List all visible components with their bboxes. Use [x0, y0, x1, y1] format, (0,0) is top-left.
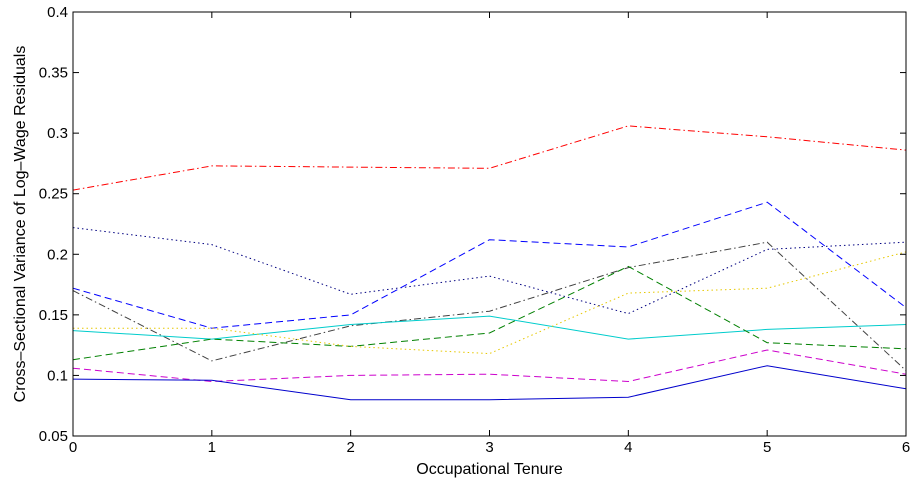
y-axis-label: Cross–Sectional Variance of Log–Wage Res…: [12, 46, 29, 403]
x-tick-label: 2: [346, 439, 354, 456]
series-line-4: [72, 241, 907, 371]
x-tick-label: 0: [69, 439, 77, 456]
x-axis-label: Occupational Tenure: [416, 461, 563, 478]
y-tick-label: 0.25: [39, 186, 68, 203]
series-line-5: [72, 315, 907, 340]
y-tick-label: 0.4: [47, 4, 68, 21]
plot-frame: [72, 11, 907, 437]
x-tick-label: 1: [208, 439, 216, 456]
y-tick-label: 0.1: [47, 367, 68, 384]
y-tick-label: 0.3: [47, 125, 68, 142]
x-tick-label: 6: [902, 439, 910, 456]
y-tick-label: 0.35: [39, 65, 68, 82]
series-line-8: [72, 349, 907, 383]
x-tick-label: 5: [763, 439, 771, 456]
series-line-1: [72, 125, 907, 191]
y-axis: 0.05 0.1 0.15 0.2 0.25 0.3 0.35 0.4: [39, 4, 906, 445]
x-tick-label: 4: [624, 439, 632, 456]
y-tick-label: 0.05: [39, 428, 68, 445]
series-line-9: [72, 365, 907, 401]
y-tick-label: 0.15: [39, 307, 68, 324]
series-line-3: [72, 201, 907, 329]
series-line-2: [72, 227, 907, 315]
series-line-6: [72, 265, 907, 361]
y-tick-label: 0.2: [47, 246, 68, 263]
x-axis: 0 1 2 3 4 5 6: [69, 12, 910, 456]
series-layer: [72, 125, 907, 401]
x-tick-label: 3: [485, 439, 493, 456]
